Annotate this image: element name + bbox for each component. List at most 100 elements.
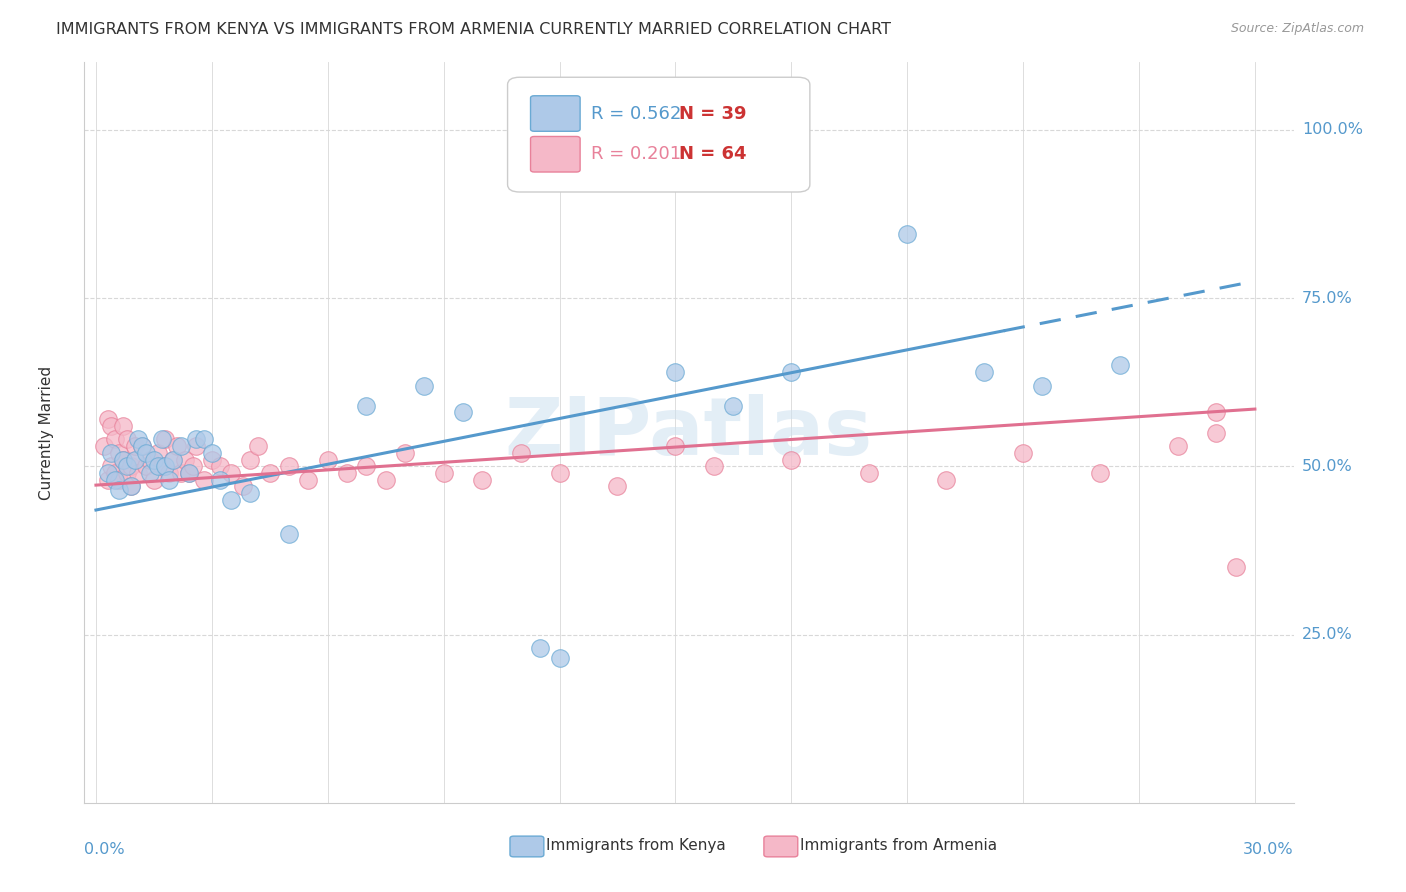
Point	[177, 466, 200, 480]
Text: IMMIGRANTS FROM KENYA VS IMMIGRANTS FROM ARMENIA CURRENTLY MARRIED CORRELATION C: IMMIGRANTS FROM KENYA VS IMMIGRANTS FROM…	[56, 22, 891, 37]
Point	[120, 479, 142, 493]
Point	[278, 526, 301, 541]
FancyBboxPatch shape	[530, 95, 581, 131]
Point	[104, 433, 127, 447]
Point	[142, 452, 165, 467]
Point	[297, 473, 319, 487]
Point	[232, 479, 254, 493]
Point	[356, 459, 378, 474]
Point	[858, 466, 880, 480]
Point	[201, 446, 224, 460]
Point	[162, 452, 184, 467]
Point	[394, 446, 416, 460]
Point	[356, 399, 378, 413]
Point	[208, 459, 231, 474]
Point	[108, 446, 131, 460]
Point	[157, 466, 180, 480]
Point	[193, 473, 215, 487]
Point	[139, 452, 162, 467]
Point	[157, 473, 180, 487]
FancyBboxPatch shape	[508, 78, 810, 192]
Text: N = 64: N = 64	[679, 145, 747, 163]
Point	[1031, 378, 1053, 392]
Point	[108, 483, 131, 497]
Point	[146, 459, 169, 474]
Point	[1167, 439, 1189, 453]
Point	[162, 452, 184, 467]
Point	[664, 365, 686, 379]
Point	[606, 479, 628, 493]
Point	[100, 446, 122, 460]
Point	[127, 466, 149, 480]
Point	[139, 466, 162, 480]
Point	[115, 433, 138, 447]
Text: Source: ZipAtlas.com: Source: ZipAtlas.com	[1230, 22, 1364, 36]
Point	[548, 651, 571, 665]
Point	[703, 459, 725, 474]
Point	[186, 433, 208, 447]
Point	[509, 446, 531, 460]
Point	[124, 452, 146, 467]
Point	[219, 492, 242, 507]
Point	[142, 473, 165, 487]
Point	[111, 418, 134, 433]
Text: N = 39: N = 39	[679, 104, 747, 122]
Point	[115, 466, 138, 480]
Point	[100, 459, 122, 474]
Point	[239, 486, 262, 500]
Point	[316, 452, 339, 467]
Text: R = 0.201: R = 0.201	[591, 145, 681, 163]
Point	[177, 466, 200, 480]
Point	[108, 473, 131, 487]
Point	[104, 466, 127, 480]
FancyBboxPatch shape	[763, 836, 797, 857]
Point	[120, 459, 142, 474]
Point	[219, 466, 242, 480]
Point	[111, 452, 134, 467]
Point	[1090, 466, 1112, 480]
Point	[173, 452, 195, 467]
Point	[170, 466, 193, 480]
Point	[104, 473, 127, 487]
Point	[115, 459, 138, 474]
Point	[1205, 405, 1227, 419]
Point	[548, 466, 571, 480]
Point	[96, 412, 118, 426]
Point	[973, 365, 995, 379]
Point	[181, 459, 204, 474]
Point	[259, 466, 281, 480]
Point	[208, 473, 231, 487]
Point	[166, 439, 188, 453]
Point	[124, 452, 146, 467]
Text: R = 0.562: R = 0.562	[591, 104, 682, 122]
Text: 75.0%: 75.0%	[1302, 291, 1353, 305]
Point	[935, 473, 957, 487]
Point	[896, 227, 918, 241]
Point	[96, 473, 118, 487]
Point	[150, 459, 173, 474]
Text: Currently Married: Currently Married	[39, 366, 53, 500]
Text: 30.0%: 30.0%	[1243, 842, 1294, 856]
Point	[155, 433, 177, 447]
Point	[278, 459, 301, 474]
Point	[1205, 425, 1227, 440]
FancyBboxPatch shape	[530, 136, 581, 172]
Point	[529, 640, 551, 655]
Point	[336, 466, 359, 480]
Point	[1108, 359, 1130, 373]
Point	[780, 365, 803, 379]
Text: Immigrants from Kenya: Immigrants from Kenya	[547, 838, 725, 854]
Point	[96, 466, 118, 480]
Text: 0.0%: 0.0%	[84, 842, 125, 856]
Point	[131, 439, 153, 453]
Point	[239, 452, 262, 467]
Point	[111, 452, 134, 467]
FancyBboxPatch shape	[510, 836, 544, 857]
Text: ZIPatlas: ZIPatlas	[505, 393, 873, 472]
Point	[451, 405, 474, 419]
Text: 25.0%: 25.0%	[1302, 627, 1353, 642]
Point	[471, 473, 494, 487]
Text: 50.0%: 50.0%	[1302, 458, 1353, 474]
Point	[135, 459, 157, 474]
Point	[131, 439, 153, 453]
